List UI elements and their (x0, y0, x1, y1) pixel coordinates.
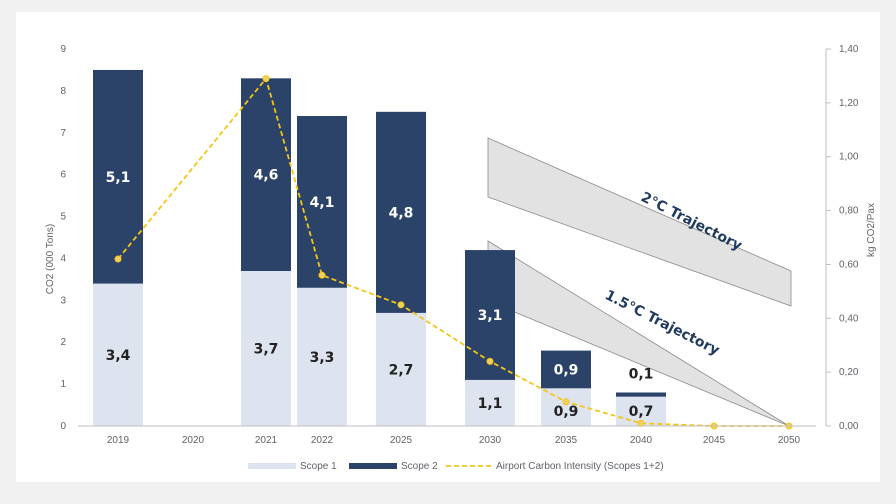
label-scope2-2021: 4,6 (254, 168, 279, 184)
label-scope2-2019: 5,1 (106, 170, 131, 186)
x-tick-label: 2020 (182, 435, 205, 446)
label-scope1-2022: 3,3 (310, 350, 335, 366)
y-tick-label: 4 (60, 253, 66, 264)
y-tick-label: 6 (60, 170, 66, 181)
y-tick-label: 1 (60, 379, 66, 390)
y2-tick-label: 1,00 (839, 152, 859, 163)
intensity-point-6 (638, 420, 644, 426)
x-tick-label: 2021 (255, 435, 278, 446)
legend-label-intensity: Airport Carbon Intensity (Scopes 1+2) (496, 461, 664, 472)
x-tick-label: 2025 (390, 435, 413, 446)
label-scope2-2040: 0,1 (629, 366, 654, 382)
label-scope2-2030: 3,1 (478, 308, 503, 324)
y-tick-label: 9 (60, 44, 66, 55)
x-tick-label: 2040 (630, 435, 653, 446)
label-scope1-2040: 0,7 (629, 404, 654, 420)
x-tick-label: 2050 (778, 435, 801, 446)
trajectory-bands (488, 138, 791, 426)
label-scope1-2025: 2,7 (389, 362, 414, 378)
bar-scope2-2040 (616, 392, 666, 396)
x-tick-label: 2045 (703, 435, 726, 446)
y-tick-label: 0 (60, 421, 66, 432)
label-scope1-2030: 1,1 (478, 396, 503, 412)
y2-tick-label: 0,20 (839, 367, 859, 378)
chart-svg: 0 1 2 3 4 5 6 7 8 9 0,00 0,20 0,40 0,60 0,80 1,00 1,20 1,… (16, 12, 880, 482)
legend-label-scope1: Scope 1 (300, 461, 337, 472)
x-tick-label: 2030 (479, 435, 502, 446)
y2-tick-label: 1,40 (839, 44, 859, 55)
legend: Scope 1 Scope 2 Airport Carbon Intensity (… (248, 461, 664, 472)
label-scope1-2021: 3,7 (254, 342, 279, 358)
y2-tick-label: 0,80 (839, 206, 859, 217)
label-scope2-2022: 4,1 (310, 195, 335, 211)
y2-tick-label: 0,00 (839, 421, 859, 432)
y2-axis-title: kg CO2/Pax (866, 203, 877, 257)
x-tick-label: 2022 (311, 435, 334, 446)
label-scope1-2019: 3,4 (106, 348, 131, 364)
intensity-point-1 (263, 76, 269, 82)
legend-label-scope2: Scope 2 (401, 461, 438, 472)
legend-swatch-scope1 (248, 463, 296, 469)
chart-card: 0 1 2 3 4 5 6 7 8 9 0,00 0,20 0,40 0,60 0,80 1,00 1,20 1,… (16, 12, 880, 482)
y-tick-label: 7 (60, 128, 66, 139)
intensity-point-2 (319, 272, 325, 278)
y2-tick-label: 1,20 (839, 98, 859, 109)
y2-tick-label: 0,40 (839, 313, 859, 324)
y-tick-label: 3 (60, 295, 66, 306)
y-tick-label: 2 (60, 337, 66, 348)
intensity-point-3 (398, 302, 404, 308)
y-tick-label: 8 (60, 86, 66, 97)
y-tick-label: 5 (60, 212, 66, 223)
label-scope2-2035: 0,9 (554, 362, 579, 378)
label-scope2-2025: 4,8 (389, 205, 414, 221)
x-tick-label: 2019 (107, 435, 130, 446)
x-tick-label: 2035 (555, 435, 578, 446)
intensity-point-0 (115, 256, 121, 262)
label-scope1-2035: 0,9 (554, 404, 579, 420)
legend-swatch-scope2 (349, 463, 397, 469)
bars (93, 70, 666, 426)
intensity-point-4 (487, 358, 493, 364)
y-axis-title: CO2 (000 Tons) (45, 224, 56, 294)
y2-tick-label: 0,60 (839, 259, 859, 270)
